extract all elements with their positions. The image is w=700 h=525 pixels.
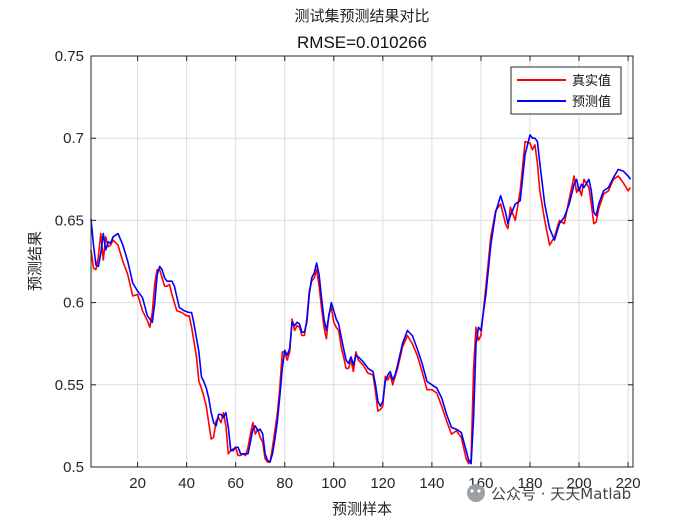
x-tick-label: 180	[517, 475, 542, 492]
axis-ticks: 20 40 60 80 100 120 140 160 180 200 2200.50.550.60…	[55, 48, 641, 492]
chart-title: 测试集预测结果对比	[294, 7, 429, 25]
x-tick-label: 220	[616, 475, 641, 492]
legend-label-true: 真实值	[572, 73, 611, 89]
y-tick-label: 0.7	[63, 130, 84, 147]
x-tick-label: 200	[567, 475, 592, 492]
series-layer	[90, 134, 632, 465]
x-tick-label: 20	[129, 475, 146, 492]
legend-label-pred: 预测值	[572, 94, 611, 110]
x-tick-label: 100	[321, 475, 346, 492]
chart-subtitle: RMSE=0.010266	[297, 33, 427, 52]
y-tick-label: 0.5	[63, 459, 84, 476]
x-tick-label: 80	[276, 475, 293, 492]
y-tick-label: 0.65	[55, 212, 84, 229]
plot-frame	[90, 55, 634, 468]
x-axis-label: 预测样本	[332, 500, 392, 518]
y-tick-label: 0.75	[55, 48, 84, 65]
x-tick-label: 120	[370, 475, 395, 492]
legend: 真实值 预测值	[510, 66, 622, 115]
y-axis-label: 预测结果	[26, 231, 44, 291]
legend-box	[510, 66, 622, 115]
watermark-text: 公众号 · 天天Matlab	[491, 485, 631, 503]
series-line-pred	[90, 134, 632, 465]
watermark: 公众号 · 天天Matlab	[467, 484, 631, 503]
wechat-logo-icon	[467, 484, 485, 502]
x-tick-label: 60	[227, 475, 244, 492]
x-tick-label: 40	[178, 475, 195, 492]
y-tick-label: 0.55	[55, 377, 84, 394]
grid-lines	[91, 55, 633, 468]
y-tick-label: 0.6	[63, 295, 84, 312]
series-line-true	[90, 140, 632, 465]
x-tick-label: 140	[419, 475, 444, 492]
